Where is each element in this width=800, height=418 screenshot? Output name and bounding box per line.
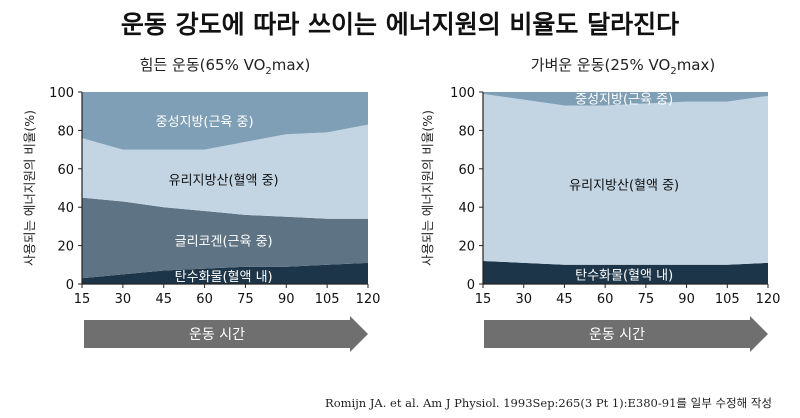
x-tick-label: 45: [155, 292, 172, 307]
x-axis-label: 운동 시간: [189, 327, 245, 343]
time-arrow: [84, 316, 368, 352]
subtitle-main: 힘든 운동(65% VO: [140, 56, 266, 74]
area-carb: [483, 260, 768, 284]
y-axis-label: 사용되는 에너지원의 비율(%): [22, 110, 37, 266]
figure-title: 운동 강도에 따라 쓰이는 에너지원의 비율도 달라진다: [121, 10, 679, 39]
x-tick-label: 15: [475, 292, 492, 307]
subtitle-subscript: 2: [670, 66, 676, 77]
series-label-carb: 탄수화물(혈액 내): [175, 270, 273, 285]
x-tick-label: 105: [715, 292, 740, 307]
x-tick-label: 30: [115, 292, 132, 307]
x-tick-label: 60: [597, 292, 614, 307]
subtitle-end: max): [677, 56, 716, 74]
y-tick-label: 80: [458, 124, 475, 139]
time-arrow: [484, 316, 768, 352]
area-glycogen: [82, 197, 368, 279]
y-tick-label: 80: [57, 124, 74, 139]
source-note: Romijn JA. et al. Am J Physiol. 1993Sep:…: [325, 396, 772, 410]
subtitle-end: max): [272, 56, 311, 74]
y-tick-label: 100: [450, 86, 475, 101]
area-triglyceride: [82, 92, 368, 150]
x-tick-label: 120: [356, 292, 381, 307]
x-tick-label: 30: [515, 292, 532, 307]
x-tick-label: 90: [678, 292, 695, 307]
chart-light-exercise: 가벼운 운동(25% VO2max) 탄수화물(혈액 내) 유리지방산(혈액 중) 중…: [420, 56, 780, 352]
chart-subtitle: 가벼운 운동(25% VO2max): [531, 56, 715, 77]
x-tick-label: 120: [756, 292, 781, 307]
subtitle-subscript: 2: [265, 66, 271, 77]
series-label-triglyceride: 중성지방(근육 중): [156, 115, 254, 130]
chart-hard-exercise: 힘든 운동(65% VO2max) 탄수화물(혈액 내) 글리코겐(근육 중) 유리지…: [22, 56, 380, 352]
series-label-ffa: 유리지방산(혈액 중): [169, 173, 279, 188]
y-tick-label: 100: [49, 86, 74, 101]
y-tick-label: 20: [57, 240, 74, 255]
subtitle-main: 가벼운 운동(25% VO: [531, 56, 671, 74]
x-tick-label: 105: [315, 292, 340, 307]
series-label-ffa: 유리지방산(혈액 중): [569, 179, 679, 194]
x-tick-label: 75: [638, 292, 655, 307]
series-label-glycogen: 글리코겐(근육 중): [175, 234, 273, 249]
y-tick-label: 0: [66, 278, 74, 293]
chart-subtitle: 힘든 운동(65% VO2max): [140, 56, 311, 77]
area-carb: [82, 262, 368, 284]
area-ffa: [483, 93, 768, 265]
series-label-carb: 탄수화물(혈액 내): [575, 268, 673, 283]
y-tick-label: 60: [57, 163, 74, 178]
x-tick-label: 90: [278, 292, 295, 307]
area-triglyceride: [483, 92, 768, 106]
x-tick-label: 15: [74, 292, 91, 307]
x-tick-label: 45: [556, 292, 573, 307]
y-tick-label: 60: [458, 163, 475, 178]
x-tick-label: 60: [196, 292, 213, 307]
y-tick-label: 20: [458, 240, 475, 255]
y-tick-label: 40: [57, 201, 74, 216]
x-axis-label: 운동 시간: [589, 327, 645, 343]
area-ffa: [82, 124, 368, 219]
series-label-triglyceride: 중성지방(근육 중): [575, 92, 673, 107]
y-axis-label: 사용되는 에너지원의 비율(%): [420, 110, 435, 266]
y-tick-label: 40: [458, 201, 475, 216]
y-tick-label: 0: [467, 278, 475, 293]
x-tick-label: 75: [237, 292, 254, 307]
